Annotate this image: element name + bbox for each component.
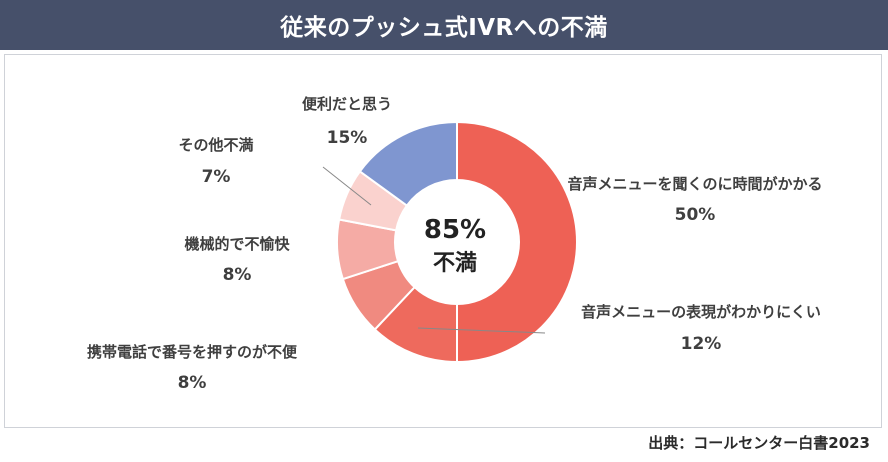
label-slice-5: 便利だと思う xyxy=(302,95,392,113)
label-slice-2: 携帯電話で番号を押すのが不便 xyxy=(87,343,298,361)
value-slice-0: 50% xyxy=(675,205,716,225)
chart-title: 従来のプッシュ式IVRへの不満 xyxy=(0,0,888,50)
slice-5 xyxy=(358,120,458,207)
slices-group xyxy=(336,120,578,364)
donut-chart: 85% 不満 音声メニューを聞くのに時間がかかる 50% 音声メニューの表現がわ… xyxy=(87,95,823,393)
leader-line-slice-1 xyxy=(417,327,546,334)
center-label: 不満 xyxy=(433,250,477,276)
chart-area: 85% 不満 音声メニューを聞くのに時間がかかる 50% 音声メニューの表現がわ… xyxy=(4,54,882,428)
slice-0 xyxy=(456,120,578,364)
leader-line-slice-4 xyxy=(322,166,372,206)
label-slice-4: その他不満 xyxy=(178,136,253,154)
value-slice-3: 8% xyxy=(223,265,252,285)
center-value: 85% xyxy=(424,215,486,245)
label-slice-0: 音声メニューを聞くのに時間がかかる xyxy=(567,175,822,193)
label-slice-1: 音声メニューの表現がわかりにくい xyxy=(581,303,821,321)
label-slice-3: 機械的で不愉快 xyxy=(184,235,290,253)
value-slice-4: 7% xyxy=(202,167,231,187)
value-slice-5: 15% xyxy=(327,128,368,148)
value-slice-2: 8% xyxy=(178,373,207,393)
source-note: 出典：コールセンター白書2023 xyxy=(648,434,870,452)
value-slice-1: 12% xyxy=(681,334,722,354)
